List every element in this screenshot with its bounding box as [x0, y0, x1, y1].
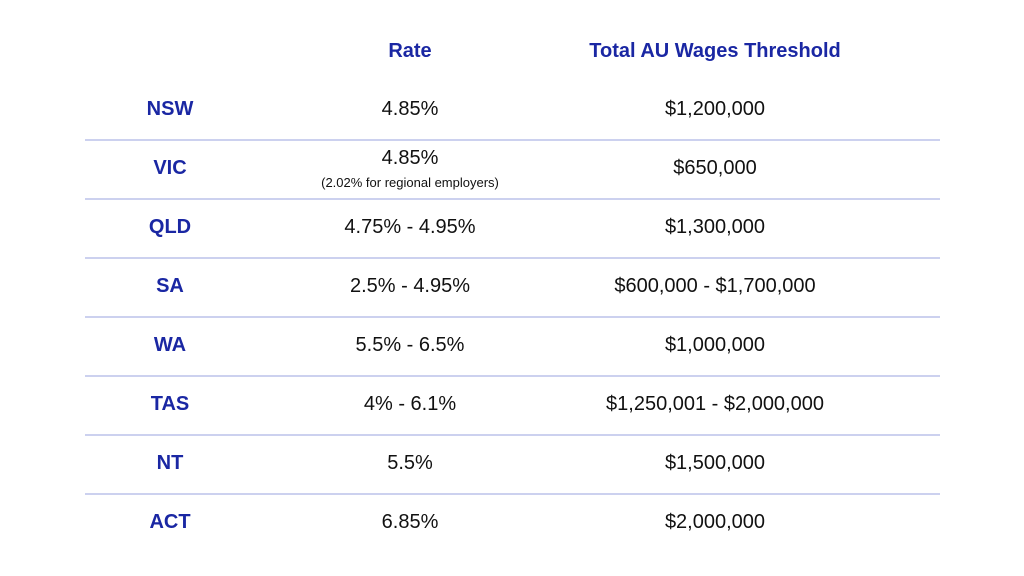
- rate-text: 5.5%: [387, 452, 433, 474]
- state-label: TAS: [150, 393, 190, 415]
- rate-note: (2.02% for regional employers): [321, 175, 499, 190]
- table-row: ACT 6.85% $2,000,000: [85, 493, 940, 552]
- table-row: WA 5.5% - 6.5% $1,000,000: [85, 316, 940, 377]
- rate-text: 4.85%: [381, 147, 439, 169]
- table-row: NSW 4.85% $1,200,000: [85, 80, 940, 141]
- table-row: NT 5.5% $1,500,000: [85, 434, 940, 495]
- table-row: SA 2.5% - 4.95% $600,000 - $1,700,000: [85, 257, 940, 318]
- threshold-value: $650,000: [673, 157, 757, 179]
- rate-value: 4% - 6.1%: [290, 375, 530, 434]
- threshold-value: $1,300,000: [664, 216, 766, 238]
- rate-text: 5.5% - 6.5%: [355, 334, 465, 356]
- rate-value: 4.75% - 4.95%: [290, 198, 530, 257]
- state-label: WA: [153, 334, 187, 356]
- rate-text: 4.75% - 4.95%: [344, 216, 476, 238]
- rate-text: 4.85%: [381, 98, 439, 120]
- rate-text: 2.5% - 4.95%: [349, 275, 471, 297]
- threshold-value: $1,250,001 - $2,000,000: [606, 393, 824, 415]
- state-label: VIC: [153, 157, 187, 179]
- state-label: NT: [156, 452, 184, 474]
- table-row: TAS 4% - 6.1% $1,250,001 - $2,000,000: [85, 375, 940, 436]
- rate-text: 4% - 6.1%: [363, 393, 457, 415]
- threshold-value: $600,000 - $1,700,000: [614, 275, 816, 297]
- rate-value: 5.5% - 6.5%: [290, 316, 530, 375]
- column-header-rate: Rate: [388, 39, 432, 62]
- table-row: VIC 4.85% (2.02% for regional employers)…: [85, 139, 940, 200]
- threshold-value: $2,000,000: [664, 511, 766, 533]
- state-label: ACT: [149, 511, 191, 533]
- threshold-value: $1,500,000: [664, 452, 766, 474]
- rate-value: 2.5% - 4.95%: [290, 257, 530, 316]
- rate-value: 6.85%: [290, 493, 530, 552]
- rate-text: 6.85%: [381, 511, 439, 533]
- state-label: NSW: [146, 98, 194, 120]
- threshold-value: $1,000,000: [664, 334, 766, 356]
- column-header-threshold: Total AU Wages Threshold: [589, 39, 841, 62]
- rate-value: 4.85%: [290, 80, 530, 139]
- threshold-value: $1,200,000: [664, 98, 766, 120]
- rate-value: 5.5%: [290, 434, 530, 493]
- state-label: SA: [156, 275, 184, 297]
- table-row: QLD 4.75% - 4.95% $1,300,000: [85, 198, 940, 259]
- state-label: QLD: [148, 216, 192, 238]
- rate-value: 4.85% (2.02% for regional employers): [290, 139, 530, 198]
